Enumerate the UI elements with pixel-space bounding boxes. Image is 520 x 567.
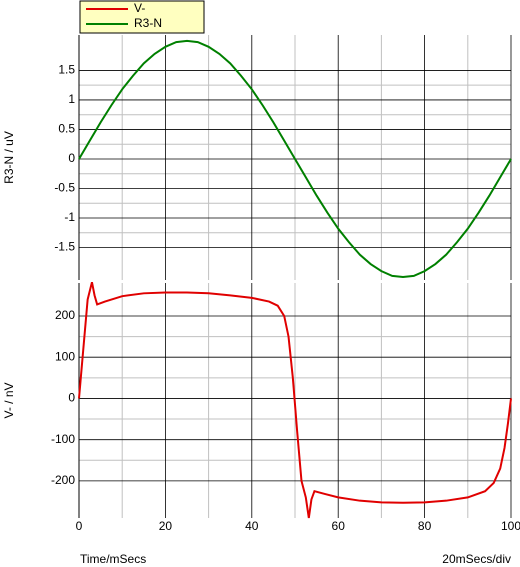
y-axis-title: R3-N / uV: [2, 131, 16, 184]
y-tick-label: 200: [55, 308, 75, 322]
series-line: [78, 39, 512, 279]
y-tick-label: 0: [68, 151, 75, 165]
series-line: [78, 281, 512, 519]
y-tick-label: 1: [68, 92, 75, 106]
y-tick-label: -200: [51, 473, 75, 487]
y-tick-label: 0: [68, 391, 75, 405]
y-tick-label: -0.5: [54, 181, 75, 195]
legend-label: R3-N: [134, 16, 162, 30]
y-tick-label: 1.5: [58, 63, 75, 77]
x-tick-label: 20: [159, 519, 173, 533]
legend-label: V-: [134, 1, 145, 15]
x-tick-label: 60: [332, 519, 346, 533]
y-tick-label: 100: [55, 349, 75, 363]
y-axis-title: V- / nV: [2, 382, 16, 418]
y-tick-label: -1.5: [54, 240, 75, 254]
x-axis-title: Time/mSecs: [80, 552, 146, 566]
annotation: 20mSecs/div: [442, 552, 511, 566]
x-tick-label: 0: [76, 519, 83, 533]
x-tick-label: 100: [501, 519, 520, 533]
y-tick-label: -1: [64, 210, 75, 224]
y-tick-label: 0.5: [58, 122, 75, 136]
x-tick-label: 40: [245, 519, 259, 533]
y-tick-label: -100: [51, 432, 75, 446]
x-tick-label: 80: [418, 519, 432, 533]
legend-box: [79, 0, 205, 34]
